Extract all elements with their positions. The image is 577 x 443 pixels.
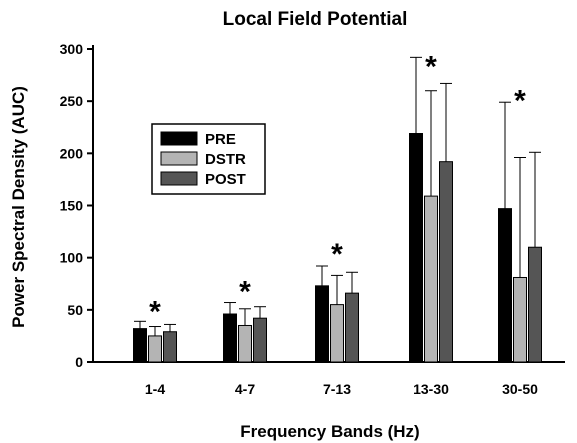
- y-axis-label: Power Spectral Density (AUC): [9, 86, 28, 328]
- chart-title: Local Field Potential: [223, 9, 408, 30]
- bar-pre-4-7: [223, 313, 237, 363]
- x-axis-label: Frequency Bands (Hz): [240, 422, 419, 441]
- bar-dstr-7-13: [330, 304, 344, 363]
- bar-dstr-30-50: [513, 276, 527, 363]
- bar-pre-30-50: [498, 208, 512, 363]
- bar-post-1-4: [163, 331, 177, 363]
- significance-marker: *: [149, 295, 161, 328]
- bar-pre-1-4: [133, 328, 147, 363]
- legend-swatch-post: [160, 171, 198, 186]
- x-tick-label: 7-13: [323, 381, 351, 397]
- significance-marker: *: [514, 85, 526, 118]
- significance-marker: *: [425, 50, 437, 83]
- bar-post-13-30: [439, 161, 453, 363]
- y-tick-label: 0: [75, 354, 83, 370]
- x-tick-label: 13-30: [413, 381, 449, 397]
- bar-dstr-1-4: [148, 335, 162, 363]
- bar-post-30-50: [528, 246, 542, 363]
- y-tick-label: 250: [60, 93, 84, 109]
- legend-swatch-dstr: [160, 151, 198, 166]
- significance-marker: *: [239, 276, 251, 309]
- bar-post-7-13: [345, 292, 359, 363]
- y-tick-label: 200: [60, 145, 84, 161]
- y-tick-label: 300: [60, 41, 84, 57]
- y-tick-label: 50: [67, 302, 83, 318]
- y-tick-label: 100: [60, 250, 84, 266]
- bar-pre-13-30: [409, 133, 423, 363]
- x-tick-label: 1-4: [145, 381, 165, 397]
- legend-label-post: POST: [205, 171, 246, 188]
- legend-swatch-pre: [160, 131, 198, 146]
- legend-label-dstr: DSTR: [205, 151, 246, 168]
- bar-dstr-13-30: [424, 195, 438, 363]
- legend-label-pre: PRE: [205, 131, 236, 148]
- x-tick-label: 30-50: [502, 381, 538, 397]
- bar-pre-7-13: [315, 285, 329, 363]
- x-tick-label: 4-7: [235, 381, 255, 397]
- significance-marker: *: [331, 238, 343, 271]
- legend: PRE DSTR POST: [151, 123, 266, 195]
- y-tick-label: 150: [60, 198, 84, 214]
- bar-post-4-7: [253, 317, 267, 363]
- plot-area: 0 50 100 150 200 250 300 1-4 4-7 7-13 13-30 30-50 * *…: [60, 41, 565, 397]
- bar-dstr-4-7: [238, 324, 252, 363]
